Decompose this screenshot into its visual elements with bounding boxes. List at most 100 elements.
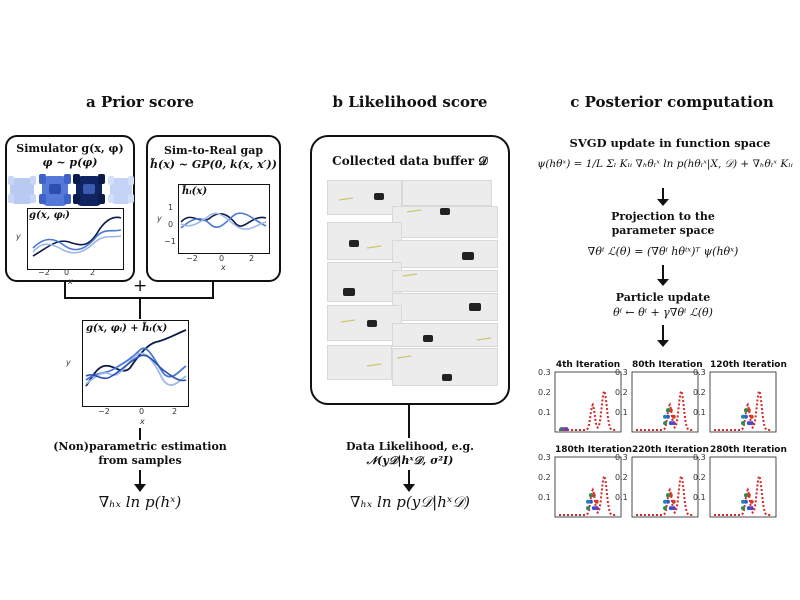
plot2-ylabel: y <box>157 214 162 223</box>
arrow-prior-score-head <box>134 484 146 492</box>
particle-dot <box>564 427 569 432</box>
particle-dot <box>594 499 599 504</box>
particle-dot <box>588 499 593 504</box>
arrow-likelihood-score-head <box>403 484 415 492</box>
iteration-ytick: 0.2 <box>693 388 706 397</box>
iteration-ytick: 0.1 <box>615 493 628 502</box>
data-photo-10 <box>392 323 498 347</box>
panel-c-title: c Posterior computation <box>570 93 774 111</box>
iteration-plot <box>631 371 699 433</box>
simulator-box <box>5 135 135 282</box>
simulator-curves <box>32 216 122 257</box>
particle-dot <box>663 421 667 426</box>
iteration-ytick: 0.2 <box>615 473 628 482</box>
iteration-ytick: 0.3 <box>615 368 628 377</box>
arrow-projection-head <box>657 279 669 286</box>
iteration-plot <box>709 371 777 433</box>
iteration-ytick: 0.1 <box>615 408 628 417</box>
plot1-xlabel: x <box>68 277 73 286</box>
density-curve <box>636 388 694 431</box>
iteration-title: 4th Iteration <box>555 360 621 370</box>
data-photo-5 <box>392 240 498 268</box>
sim2real-curves <box>180 212 267 230</box>
sim2real-box <box>146 135 281 282</box>
iteration-ytick: 0.2 <box>538 388 551 397</box>
density-curve <box>559 388 617 431</box>
panel-b-title: b Likelihood score <box>332 93 488 111</box>
prior-sum-curves <box>85 329 187 387</box>
plot2-xtick-2: 0 <box>219 254 225 263</box>
arrow-particle-to-plots <box>662 325 664 343</box>
sim2real-plot-legend: h̃ᵢ(x) <box>182 186 208 197</box>
particle-dot <box>741 421 745 426</box>
iteration-ytick: 0.3 <box>693 368 706 377</box>
particle-dot <box>668 408 673 413</box>
iteration-plot <box>709 456 777 518</box>
plot2-ytick-2: 0 <box>168 220 174 229</box>
connector-prior-to-estimation <box>139 428 141 440</box>
likelihood-line-1: Data Likelihood, e.g. <box>346 440 474 453</box>
prior-sum-plot-legend: g(x, φᵢ) + h̃ᵢ(x) <box>86 323 168 334</box>
iteration-title: 120th Iteration <box>710 360 787 370</box>
particle-dot <box>749 421 754 426</box>
simulator-plot-legend: g(x, φᵢ) <box>29 210 70 221</box>
arrow-prior-score-shaft <box>139 470 141 486</box>
plot1-xtick-2: 0 <box>64 268 70 277</box>
arrow-projection-to-particle <box>662 265 664 281</box>
plot3-xlabel: x <box>140 417 145 426</box>
plot2-xlabel: x <box>221 263 226 272</box>
particle-dot <box>594 506 599 511</box>
arrow-particle-head <box>657 340 669 347</box>
data-photo-9 <box>327 305 402 341</box>
projection-equation: ∇θⁱ ℒ(θ) = (∇θⁱ hθⁱˣ)ᵀ ψ(hθˣ) <box>587 245 739 258</box>
sim2real-title: Sim-to-Real gap <box>163 144 264 157</box>
projection-line-2: parameter space <box>611 224 715 237</box>
particle-dot <box>591 493 596 498</box>
plot2-xtick-3: 2 <box>249 254 255 263</box>
iteration-ytick: 0.1 <box>538 408 551 417</box>
data-photo-1 <box>327 180 402 215</box>
iteration-ytick: 0.2 <box>538 473 551 482</box>
particle-dot <box>741 506 745 511</box>
iteration-title: 280th Iteration <box>710 445 787 455</box>
estimation-line-2: from samples <box>98 454 182 467</box>
connector-sim-down <box>64 282 66 299</box>
density-curve <box>559 473 617 516</box>
plot3-xtick-1: −2 <box>98 407 110 416</box>
particle-dot <box>586 506 590 511</box>
svgd-title: SVGD update in function space <box>569 136 771 150</box>
panel-a-title: a Prior score <box>86 93 194 111</box>
particle-dot <box>749 499 754 504</box>
arrow-likelihood-score-shaft <box>408 470 410 486</box>
car-mid-blue-icon <box>39 174 71 206</box>
data-photo-11 <box>327 345 392 380</box>
iteration-title: 80th Iteration <box>632 360 703 370</box>
iteration-title: 220th Iteration <box>632 445 709 455</box>
connector-gap-down <box>212 282 214 299</box>
plot3-xtick-2: 0 <box>139 407 145 416</box>
data-photo-2 <box>402 180 492 206</box>
iteration-ytick: 0.1 <box>693 408 706 417</box>
projection-line-1: Projection to the <box>611 210 715 223</box>
prior-sum-plot <box>82 320 189 407</box>
particle-dot <box>668 421 673 426</box>
particle-dot <box>746 506 751 511</box>
car-fleet-illustration <box>8 174 134 206</box>
iteration-plot <box>554 456 622 518</box>
particle-dot <box>741 414 745 419</box>
svgd-equation: ψ(hθˣ) = 1/L Σₗ Kₗᵢ ∇ₕθₗˣ ln p(hθₗˣ|X, 𝒟… <box>537 158 793 170</box>
iteration-ytick: 0.1 <box>693 493 706 502</box>
iteration-ytick: 0.2 <box>693 473 706 482</box>
density-curve <box>714 388 772 431</box>
particle-dot <box>588 493 593 498</box>
iteration-plot <box>554 371 622 433</box>
iteration-title: 180th Iteration <box>555 445 632 455</box>
data-photo-4 <box>327 222 402 260</box>
plot1-ylabel: y <box>16 232 21 241</box>
particle-dot <box>586 499 590 504</box>
particle-dot <box>743 499 748 504</box>
particle-dot <box>746 421 751 426</box>
iteration-ytick: 0.3 <box>538 453 551 462</box>
car-light-right-icon <box>108 176 134 204</box>
sim2real-gp: h̃(x) ~ GP(0, k(x, x′)) <box>150 158 277 171</box>
